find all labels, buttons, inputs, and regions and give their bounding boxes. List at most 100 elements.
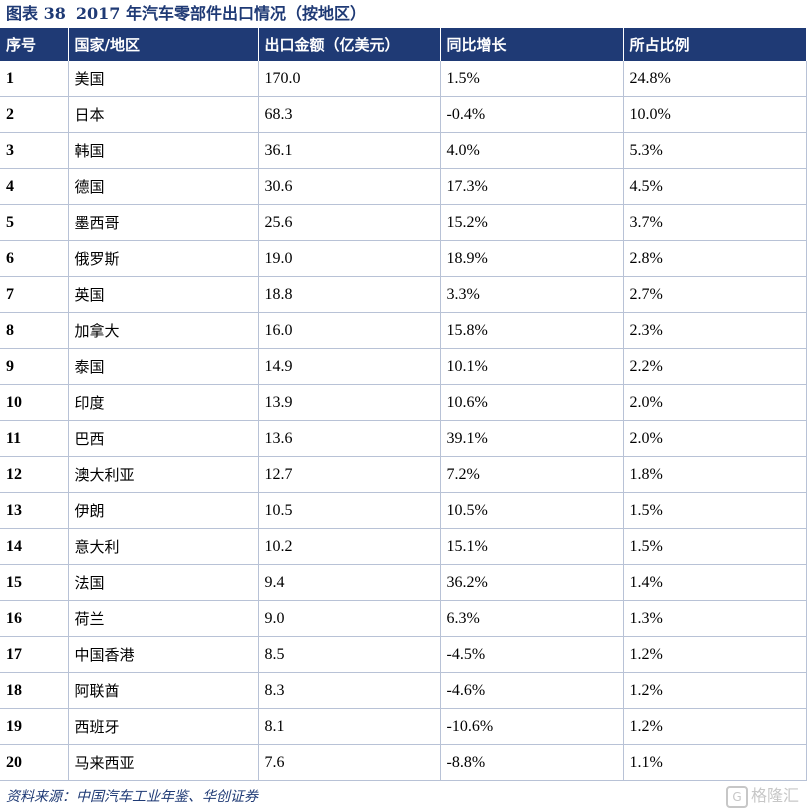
cell-amount: 36.1 xyxy=(258,132,441,169)
cell-share: 4.5% xyxy=(623,168,807,205)
table-row: 15 法国 9.4 36.2% 1.4% xyxy=(0,564,807,601)
cell-amount: 14.9 xyxy=(258,348,441,385)
cell-rank: 19 xyxy=(0,708,69,745)
cell-rank: 11 xyxy=(0,420,69,457)
cell-rank: 20 xyxy=(0,744,69,781)
cell-rank: 13 xyxy=(0,492,69,529)
cell-amount: 10.5 xyxy=(258,492,441,529)
cell-rank: 17 xyxy=(0,636,69,673)
header-amount: 出口金额（亿美元） xyxy=(258,28,441,61)
cell-amount: 9.0 xyxy=(258,600,441,637)
cell-share: 2.0% xyxy=(623,420,807,457)
cell-region: 俄罗斯 xyxy=(68,240,259,277)
cell-growth: -4.5% xyxy=(440,636,624,673)
cell-amount: 25.6 xyxy=(258,204,441,241)
export-table: 序号 国家/地区 出口金额（亿美元） 同比增长 所占比例 1 美国 170.0 1.5… xyxy=(0,28,807,781)
cell-rank: 2 xyxy=(0,96,69,133)
cell-region: 澳大利亚 xyxy=(68,456,259,493)
cell-share: 2.7% xyxy=(623,276,807,313)
cell-rank: 10 xyxy=(0,384,69,421)
cell-growth: 17.3% xyxy=(440,168,624,205)
cell-share: 2.8% xyxy=(623,240,807,277)
cell-rank: 12 xyxy=(0,456,69,493)
cell-rank: 6 xyxy=(0,240,69,277)
header-growth: 同比增长 xyxy=(440,28,624,61)
watermark-logo-icon: G xyxy=(725,785,748,808)
cell-amount: 19.0 xyxy=(258,240,441,277)
table-row: 20 马来西亚 7.6 -8.8% 1.1% xyxy=(0,744,807,781)
cell-share: 10.0% xyxy=(623,96,807,133)
table-row: 16 荷兰 9.0 6.3% 1.3% xyxy=(0,600,807,637)
cell-region: 加拿大 xyxy=(68,312,259,349)
cell-share: 1.3% xyxy=(623,600,807,637)
table-row: 9 泰国 14.9 10.1% 2.2% xyxy=(0,348,807,385)
cell-growth: 10.6% xyxy=(440,384,624,421)
cell-growth: 10.5% xyxy=(440,492,624,529)
figure-caption: 2017 年汽车零部件出口情况（按地区） xyxy=(75,4,366,23)
cell-growth: 1.5% xyxy=(440,61,624,97)
cell-share: 1.2% xyxy=(623,672,807,709)
cell-growth: 6.3% xyxy=(440,600,624,637)
source-note: 资料来源：中国汽车工业年鉴、华创证券 xyxy=(6,789,258,805)
cell-rank: 14 xyxy=(0,528,69,565)
cell-share: 1.5% xyxy=(623,528,807,565)
header-row: 序号 国家/地区 出口金额（亿美元） 同比增长 所占比例 xyxy=(0,28,806,61)
table-row: 17 中国香港 8.5 -4.5% 1.2% xyxy=(0,636,807,673)
cell-rank: 5 xyxy=(0,204,69,241)
cell-region: 中国香港 xyxy=(68,636,259,673)
table-header: 序号 国家/地区 出口金额（亿美元） 同比增长 所占比例 xyxy=(0,28,806,61)
cell-amount: 16.0 xyxy=(258,312,441,349)
cell-rank: 18 xyxy=(0,672,69,709)
table-row: 18 阿联酋 8.3 -4.6% 1.2% xyxy=(0,672,807,709)
cell-amount: 7.6 xyxy=(258,744,441,781)
cell-region: 西班牙 xyxy=(68,708,259,745)
cell-amount: 30.6 xyxy=(258,168,441,205)
cell-growth: 36.2% xyxy=(440,564,624,601)
table-row: 5 墨西哥 25.6 15.2% 3.7% xyxy=(0,204,807,241)
cell-share: 1.4% xyxy=(623,564,807,601)
cell-share: 24.8% xyxy=(623,61,807,97)
cell-region: 印度 xyxy=(68,384,259,421)
cell-region: 泰国 xyxy=(68,348,259,385)
cell-region: 马来西亚 xyxy=(68,744,259,781)
table-row: 3 韩国 36.1 4.0% 5.3% xyxy=(0,132,807,169)
header-region: 国家/地区 xyxy=(68,28,259,61)
table-row: 13 伊朗 10.5 10.5% 1.5% xyxy=(0,492,807,529)
cell-growth: 15.1% xyxy=(440,528,624,565)
watermark-text: 格隆汇 xyxy=(750,786,799,805)
cell-amount: 8.1 xyxy=(258,708,441,745)
cell-amount: 170.0 xyxy=(258,61,441,97)
cell-share: 3.7% xyxy=(623,204,807,241)
table-row: 8 加拿大 16.0 15.8% 2.3% xyxy=(0,312,807,349)
cell-region: 阿联酋 xyxy=(68,672,259,709)
cell-region: 法国 xyxy=(68,564,259,601)
cell-amount: 12.7 xyxy=(258,456,441,493)
cell-rank: 1 xyxy=(0,61,69,97)
table-row: 6 俄罗斯 19.0 18.9% 2.8% xyxy=(0,240,807,277)
cell-share: 2.2% xyxy=(623,348,807,385)
cell-growth: 18.9% xyxy=(440,240,624,277)
cell-growth: 7.2% xyxy=(440,456,624,493)
cell-growth: -0.4% xyxy=(440,96,624,133)
cell-rank: 4 xyxy=(0,168,69,205)
figure-number: 图表 38 xyxy=(6,4,66,23)
cell-growth: 15.8% xyxy=(440,312,624,349)
cell-share: 2.0% xyxy=(623,384,807,421)
cell-rank: 15 xyxy=(0,564,69,601)
cell-growth: 3.3% xyxy=(440,276,624,313)
cell-share: 1.2% xyxy=(623,636,807,673)
cell-share: 5.3% xyxy=(623,132,807,169)
table-row: 11 巴西 13.6 39.1% 2.0% xyxy=(0,420,807,457)
table-row: 7 英国 18.8 3.3% 2.7% xyxy=(0,276,807,313)
table-body: 1 美国 170.0 1.5% 24.8% 2 日本 68.3 -0.4% 10.0% 3 韩国 36.… xyxy=(0,61,807,781)
cell-growth: 10.1% xyxy=(440,348,624,385)
cell-growth: -4.6% xyxy=(440,672,624,709)
cell-region: 伊朗 xyxy=(68,492,259,529)
cell-amount: 10.2 xyxy=(258,528,441,565)
cell-region: 英国 xyxy=(68,276,259,313)
cell-region: 荷兰 xyxy=(68,600,259,637)
table-row: 10 印度 13.9 10.6% 2.0% xyxy=(0,384,807,421)
cell-region: 韩国 xyxy=(68,132,259,169)
cell-amount: 8.3 xyxy=(258,672,441,709)
cell-share: 1.2% xyxy=(623,708,807,745)
